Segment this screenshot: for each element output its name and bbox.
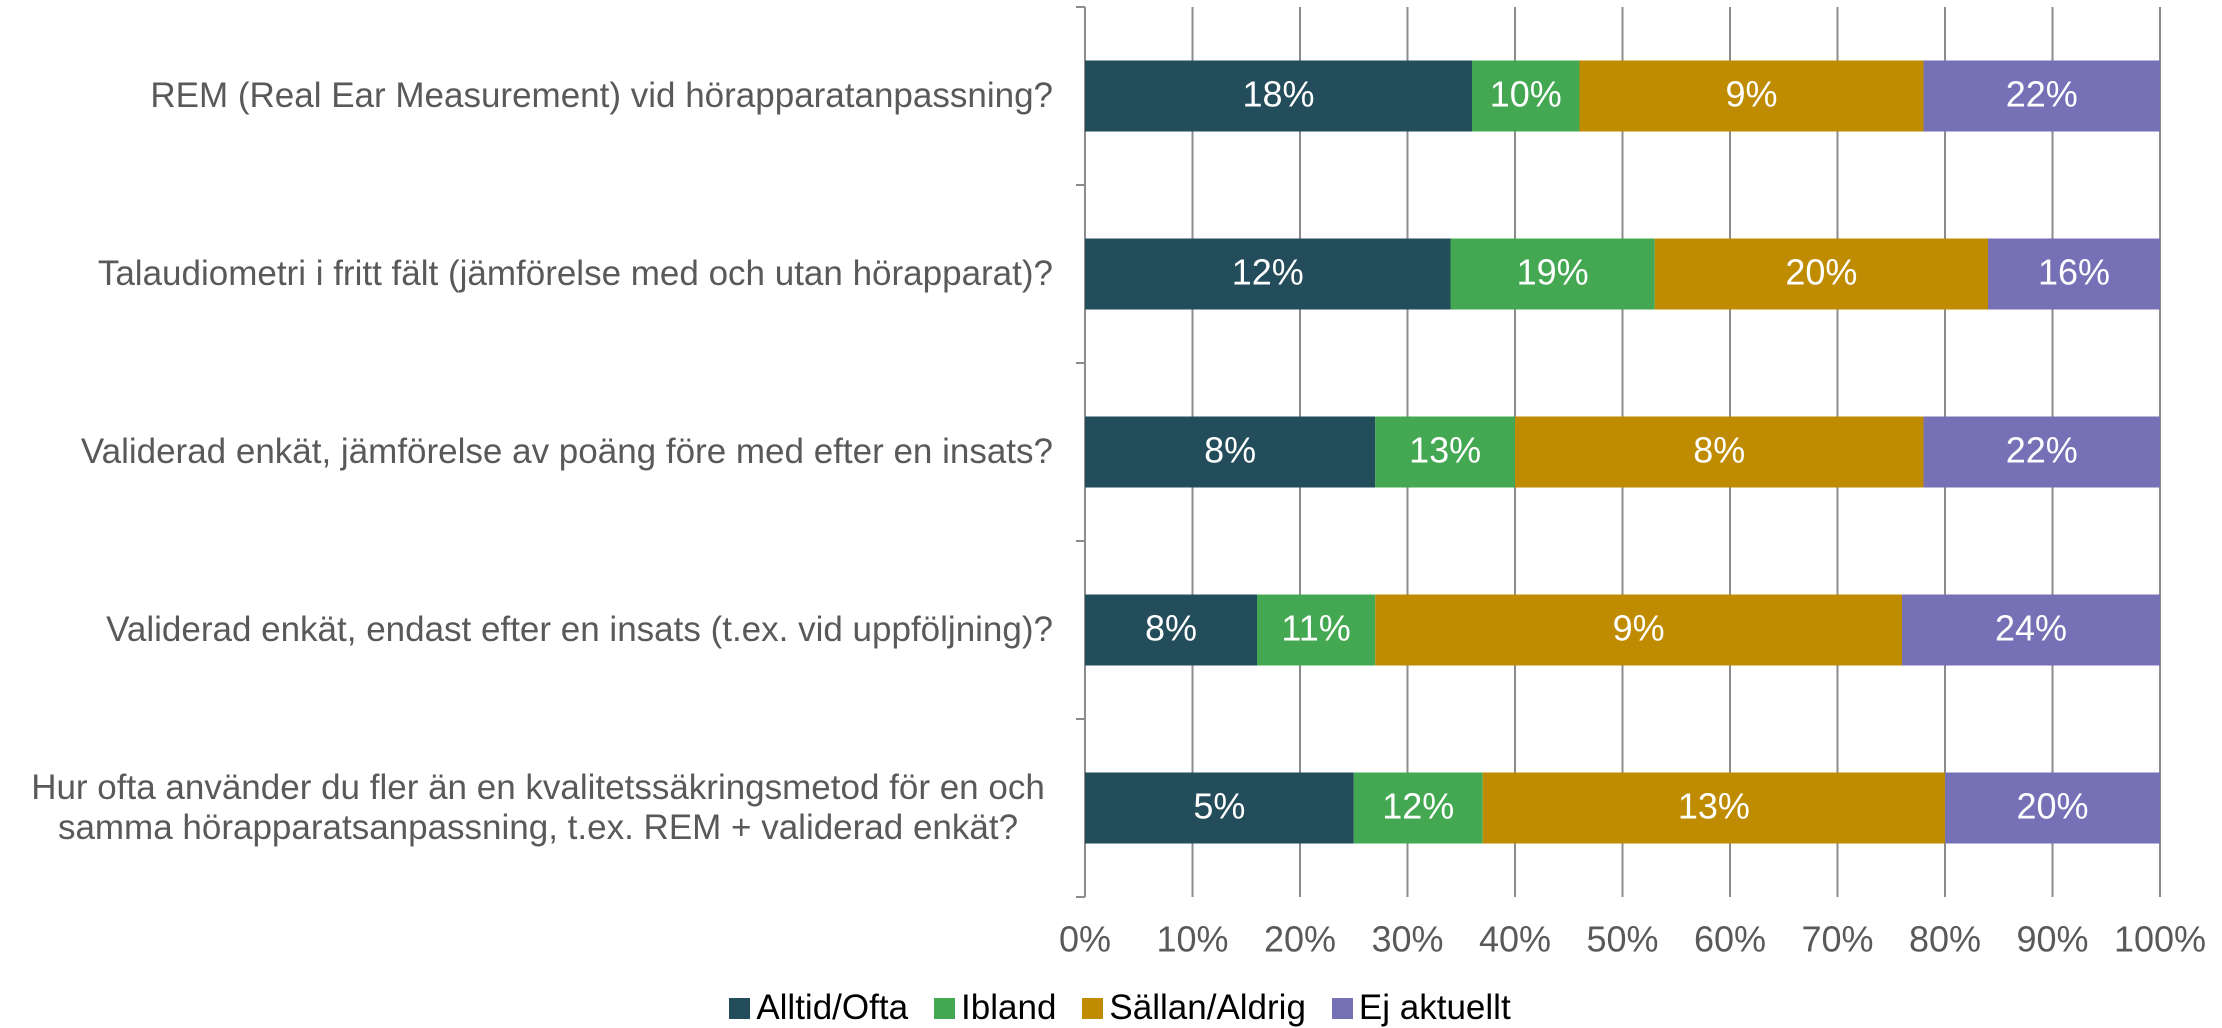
data-label: 12%: [1382, 786, 1454, 827]
data-label: 24%: [1995, 608, 2067, 649]
legend-swatch: [729, 997, 751, 1019]
category-text: Validerad enkät, jämförelse av poäng för…: [80, 432, 1053, 471]
x-tick-label: 30%: [1371, 919, 1443, 960]
legend-swatch: [934, 997, 956, 1019]
bar-segment: [1085, 416, 1376, 488]
legend-label: Ibland: [961, 988, 1057, 1027]
data-label: 10%: [1490, 74, 1562, 115]
legend-swatch: [1331, 997, 1353, 1019]
bar-segment: [1902, 594, 2160, 666]
legend-item: Sällan/Aldrig: [1082, 988, 1306, 1028]
legend: Alltid/Ofta Ibland Sällan/Aldrig Ej aktuell…: [0, 988, 2222, 1028]
x-tick-label: 100%: [2114, 919, 2206, 960]
x-tick-label: 70%: [1801, 919, 1873, 960]
bar-segment: [1085, 594, 1257, 666]
data-label: 19%: [1517, 252, 1589, 293]
legend-label: Sällan/Aldrig: [1109, 988, 1306, 1027]
x-tick-label: 50%: [1586, 919, 1658, 960]
bar-segment: [1257, 594, 1376, 666]
x-tick-label: 60%: [1694, 919, 1766, 960]
category-text: Hur ofta använder du fler än en kvalitet…: [31, 768, 1045, 847]
legend-swatch: [1082, 997, 1104, 1019]
legend-item: Ibland: [934, 988, 1056, 1028]
data-label: 8%: [1145, 608, 1197, 649]
data-label: 13%: [1409, 430, 1481, 471]
category-text: Validerad enkät, endast efter en insats …: [106, 610, 1053, 649]
data-label: 8%: [1693, 430, 1745, 471]
bar-segment: [1375, 594, 1902, 666]
x-tick-label: 40%: [1479, 919, 1551, 960]
category-label: REM (Real Ear Measurement) vid hörappara…: [150, 16, 1053, 176]
bar-segment: [1579, 60, 1924, 132]
category-label: Validerad enkät, jämförelse av poäng för…: [81, 372, 1053, 532]
category-label: Talaudiometri i fritt fält (jämförelse m…: [98, 194, 1053, 354]
x-tick-label: 20%: [1264, 919, 1336, 960]
x-tick-label: 0%: [1059, 919, 1111, 960]
data-label: 5%: [1193, 786, 1245, 827]
bar-segment: [1923, 60, 2160, 132]
category-label: Validerad enkät, endast efter en insats …: [106, 550, 1053, 710]
x-tick-label: 80%: [1909, 919, 1981, 960]
x-tick-label: 90%: [2016, 919, 2088, 960]
data-label: 9%: [1613, 608, 1665, 649]
bar-segment: [1988, 238, 2160, 310]
bar-segment: [1085, 238, 1451, 310]
bar-segment: [1923, 416, 2160, 488]
bar-segment: [1482, 772, 1945, 844]
category-label: Hur ofta använder du fler än en kvalitet…: [23, 728, 1053, 888]
legend-item: Alltid/Ofta: [729, 988, 908, 1028]
data-label: 11%: [1281, 608, 1350, 649]
category-text: Talaudiometri i fritt fält (jämförelse m…: [97, 254, 1053, 293]
data-label: 20%: [1785, 252, 1857, 293]
bar-segment: [1375, 416, 1515, 488]
category-text: REM (Real Ear Measurement) vid hörappara…: [150, 76, 1053, 115]
data-label: 22%: [2006, 430, 2078, 471]
bar-segment: [1654, 238, 1988, 310]
x-tick-label: 10%: [1156, 919, 1228, 960]
data-label: 8%: [1204, 430, 1256, 471]
legend-item: Ej aktuellt: [1331, 988, 1511, 1028]
bar-segment: [1472, 60, 1580, 132]
bar-segment: [1945, 772, 2160, 844]
data-label: 20%: [2016, 786, 2088, 827]
data-label: 18%: [1242, 74, 1314, 115]
legend-label: Alltid/Ofta: [756, 988, 909, 1027]
data-label: 12%: [1232, 252, 1304, 293]
bar-segment: [1353, 772, 1483, 844]
data-label: 16%: [2038, 252, 2110, 293]
bar-segment: [1450, 238, 1655, 310]
data-label: 13%: [1678, 786, 1750, 827]
bar-segment: [1085, 60, 1472, 132]
legend-label: Ej aktuellt: [1358, 988, 1511, 1027]
bar-segment: [1085, 772, 1354, 844]
data-label: 9%: [1725, 74, 1777, 115]
bar-segment: [1515, 416, 1924, 488]
data-label: 22%: [2006, 74, 2078, 115]
